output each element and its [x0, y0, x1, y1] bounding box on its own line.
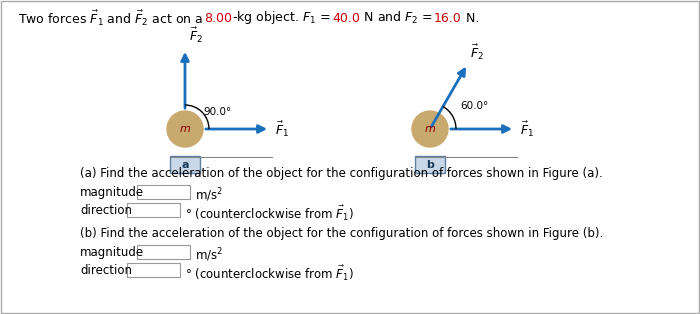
Text: 60.0°: 60.0° [460, 101, 489, 111]
Text: Two forces $\vec{F}_1$ and $\vec{F}_2$ act on a: Two forces $\vec{F}_1$ and $\vec{F}_2$ a… [18, 8, 204, 28]
Text: $\vec{F}_1$: $\vec{F}_1$ [520, 119, 534, 139]
FancyBboxPatch shape [415, 156, 445, 173]
Text: (b) Find the acceleration of the object for the configuration of forces shown in: (b) Find the acceleration of the object … [80, 227, 603, 240]
Text: (a) Find the acceleration of the object for the configuration of forces shown in: (a) Find the acceleration of the object … [80, 167, 603, 180]
FancyBboxPatch shape [127, 203, 179, 216]
Text: m/s$^2$: m/s$^2$ [195, 186, 223, 203]
Text: ° (counterclockwise from $\vec{F}_1$): ° (counterclockwise from $\vec{F}_1$) [185, 204, 354, 223]
Text: N.: N. [462, 12, 480, 24]
Text: direction: direction [80, 264, 132, 277]
Text: m/s$^2$: m/s$^2$ [195, 246, 223, 263]
FancyBboxPatch shape [136, 245, 190, 258]
Text: $\vec{F}_1$: $\vec{F}_1$ [275, 119, 289, 139]
FancyBboxPatch shape [136, 185, 190, 198]
Text: N and $F_2$ =: N and $F_2$ = [360, 10, 434, 26]
Text: $\vec{F}_2$: $\vec{F}_2$ [470, 43, 484, 62]
Text: $\vec{F}_2$: $\vec{F}_2$ [189, 26, 203, 45]
Text: $m$: $m$ [179, 124, 191, 134]
Text: a: a [181, 160, 189, 170]
Text: 90.0°: 90.0° [203, 107, 231, 117]
Text: $m$: $m$ [424, 124, 436, 134]
Circle shape [167, 111, 203, 147]
Text: -kg object. $F_1$ =: -kg object. $F_1$ = [232, 9, 332, 26]
Text: direction: direction [80, 204, 132, 217]
Text: ° (counterclockwise from $\vec{F}_1$): ° (counterclockwise from $\vec{F}_1$) [185, 264, 354, 283]
Circle shape [412, 111, 448, 147]
Text: 8.00: 8.00 [204, 12, 232, 24]
FancyBboxPatch shape [170, 156, 200, 173]
Text: 16.0: 16.0 [434, 12, 462, 24]
Text: b: b [426, 160, 434, 170]
FancyBboxPatch shape [127, 263, 179, 277]
Text: 40.0: 40.0 [332, 12, 360, 24]
Text: magnitude: magnitude [80, 186, 144, 199]
Text: magnitude: magnitude [80, 246, 144, 259]
